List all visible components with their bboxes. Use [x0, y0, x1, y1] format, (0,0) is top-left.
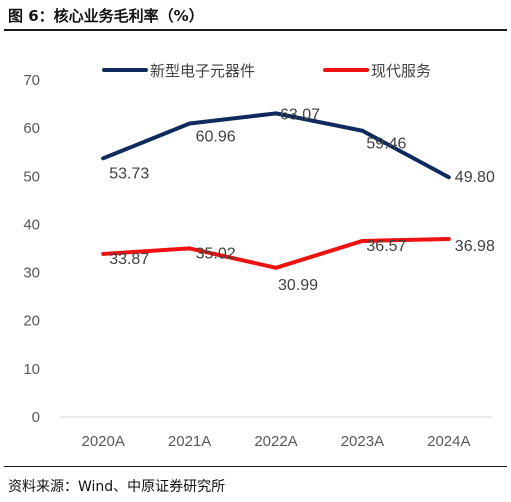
figure-title: 图 6：核心业务毛利率（%） [8, 7, 204, 25]
x-tick-label: 2022A [254, 433, 297, 450]
y-tick-label: 40 [23, 216, 40, 233]
data-label: 35.02 [196, 245, 236, 262]
source-note: 资料来源：Wind、中原证券研究所 [8, 479, 226, 495]
data-label: 60.96 [196, 129, 236, 146]
title-rule [4, 29, 507, 31]
series-group: 53.73 60.96 63.07 59.46 49.80 33.87 35.02 30.99… [101, 106, 495, 294]
y-tick-label: 50 [23, 168, 40, 185]
legend: 新型电子元器件 现代服务 [102, 62, 431, 80]
data-label: 63.07 [280, 106, 320, 123]
source-rule [4, 466, 507, 467]
y-tick-label: 60 [23, 120, 40, 137]
data-label: 53.73 [109, 165, 149, 182]
data-label: 30.99 [278, 277, 318, 294]
legend-label: 现代服务 [371, 62, 431, 80]
data-label: 36.57 [366, 238, 406, 255]
data-label: 49.80 [455, 169, 495, 186]
data-label: 59.46 [366, 136, 406, 153]
legend-label: 新型电子元器件 [150, 62, 255, 80]
y-tick-label: 0 [32, 409, 40, 426]
line-chart: 0 10 20 30 40 50 60 70 2020A 2021A 2022A 2023A 2024… [23, 62, 495, 450]
x-tick-label: 2020A [82, 433, 125, 450]
y-tick-label: 70 [23, 72, 40, 89]
y-tick-label: 10 [23, 361, 40, 378]
y-axis-ticks: 0 10 20 30 40 50 60 70 [23, 72, 40, 426]
x-tick-label: 2021A [168, 433, 211, 450]
x-axis-ticks: 2020A 2021A 2022A 2023A 2024A [82, 433, 471, 450]
y-tick-label: 30 [23, 265, 40, 282]
x-tick-label: 2024A [427, 433, 470, 450]
x-tick-label: 2023A [341, 433, 384, 450]
data-label: 36.98 [455, 238, 495, 255]
data-label: 33.87 [109, 251, 149, 268]
y-tick-label: 20 [23, 313, 40, 330]
